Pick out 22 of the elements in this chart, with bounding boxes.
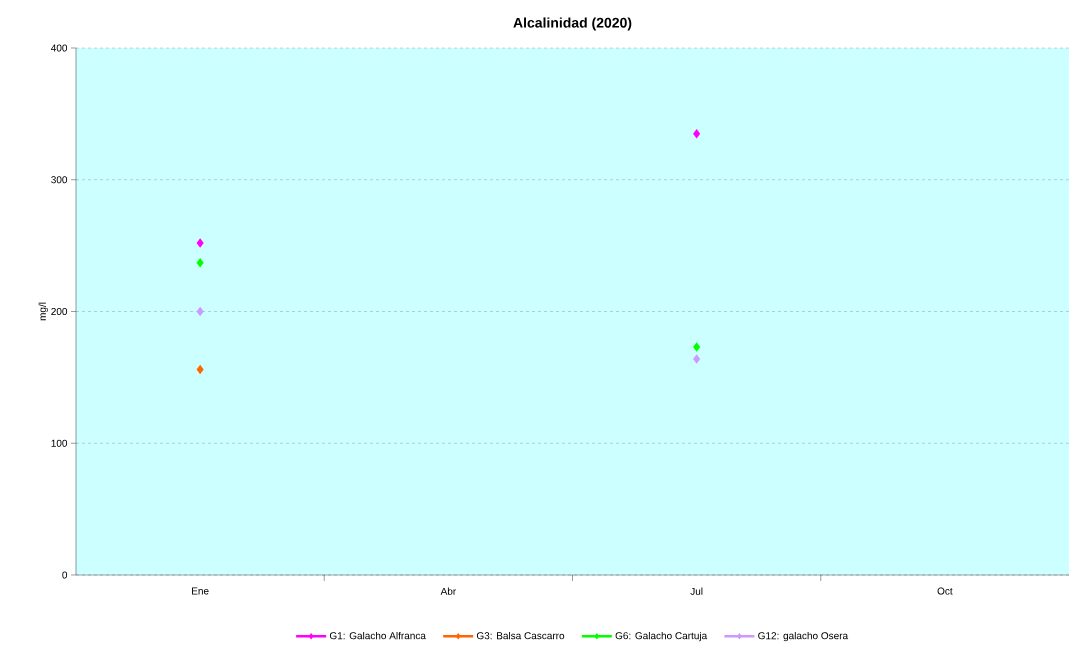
point [196, 307, 204, 316]
y-tick-label: 100 [51, 439, 68, 447]
y-axis-title: mg/l [38, 302, 48, 321]
legend-label: G3: Balsa Cascarro [476, 631, 565, 640]
y-tick-label: 0 [62, 571, 68, 579]
legend-label: G6: Galacho Cartuja [615, 631, 708, 642]
point [196, 365, 204, 374]
point [196, 238, 204, 248]
y-tick-label: 200 [51, 307, 68, 316]
chart-title: Alcalinidad (2020) [513, 17, 632, 31]
y-tick-label: 300 [51, 176, 68, 184]
point [693, 342, 700, 352]
y-tick-label: 400 [51, 44, 68, 52]
legend-label: G1: Galacho Alfranca [329, 631, 426, 640]
x-tick-label: Abr [440, 587, 456, 595]
legend-label: G12: galacho Osera [758, 631, 849, 642]
x-tick-label: Ene [192, 587, 209, 595]
x-tick-label: Jul [690, 587, 703, 595]
point [693, 129, 700, 138]
point [693, 354, 700, 364]
x-tick-label: Oct [937, 587, 953, 595]
point [196, 258, 204, 267]
